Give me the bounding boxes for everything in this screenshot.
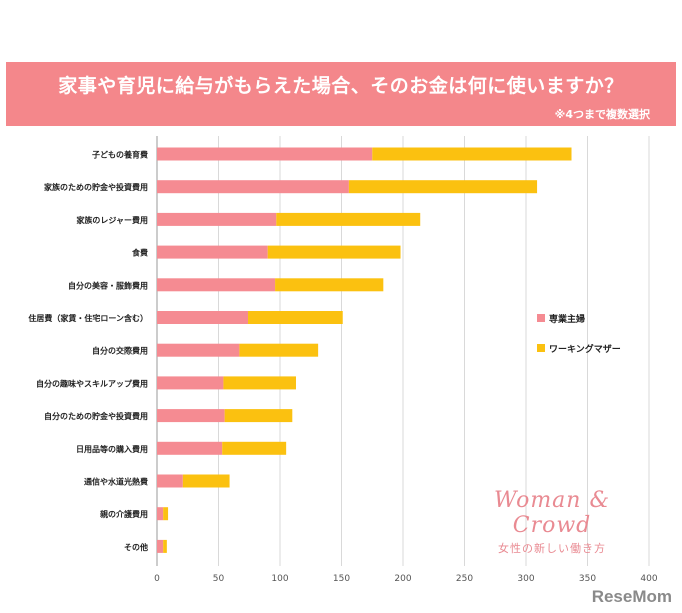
- title-banner: 家事や育児に給与がもらえた場合、そのお金は何に使いますか？ ※4つまで複数選択: [6, 62, 676, 126]
- bar-working-mother: [348, 180, 538, 194]
- category-label: その他: [124, 542, 148, 552]
- category-label: 自分の趣味やスキルアップ費用: [36, 378, 148, 388]
- brand-tagline: 女性の新しい働き方: [498, 542, 606, 555]
- bar-working-mother: [222, 441, 287, 455]
- bar-housewife: [157, 409, 225, 423]
- bar-working-mother: [163, 539, 167, 553]
- category-label: 自分のための貯金や投資費用: [44, 411, 148, 421]
- bar-housewife: [157, 474, 183, 488]
- bar-working-mother: [267, 245, 401, 259]
- x-tick-label: 200: [394, 574, 411, 584]
- x-tick-label: 0: [154, 574, 160, 584]
- brand-logo: Woman & Crowd 女性の新しい働き方: [462, 488, 642, 556]
- legend-label: ワーキングマザー: [549, 343, 621, 355]
- chart-title: 家事や育児に給与がもらえた場合、そのお金は何に使いますか？: [58, 75, 624, 97]
- bar-working-mother: [223, 376, 296, 390]
- bar-housewife: [157, 343, 240, 357]
- legend-swatch: [537, 314, 545, 322]
- bar-working-mother: [182, 474, 230, 488]
- category-label: 自分の美容・服飾費用: [68, 280, 148, 290]
- x-tick-label: 300: [517, 574, 534, 584]
- category-label: 家族のための貯金や投資費用: [44, 182, 148, 192]
- bar-housewife: [157, 212, 277, 226]
- bar-housewife: [157, 311, 249, 324]
- bar-housewife: [157, 147, 373, 161]
- bar-working-mother: [276, 212, 421, 226]
- bar-housewife: [157, 245, 268, 259]
- category-label: 子どもの養育費: [92, 150, 148, 160]
- category-label: 家族のレジャー費用: [76, 215, 148, 225]
- watermark: ReseMom: [591, 587, 672, 606]
- brand-name: Woman & Crowd: [493, 488, 611, 538]
- category-label: 日用品等の購入費用: [76, 444, 148, 454]
- bar-working-mother: [239, 343, 319, 357]
- bar-working-mother: [275, 278, 384, 292]
- category-label: 親の介護費用: [100, 509, 148, 519]
- category-label: 住居費（家賃・住宅ローン含む）: [28, 313, 148, 323]
- bar-working-mother: [163, 507, 169, 521]
- category-label: 自分の交際費用: [92, 346, 148, 356]
- legend-swatch: [537, 344, 545, 352]
- selection-note: ※4つまで複数選択: [554, 108, 650, 121]
- bar-housewife: [157, 180, 349, 194]
- bar-housewife: [157, 376, 224, 390]
- x-tick-label: 250: [456, 574, 473, 584]
- bar-housewife: [157, 278, 276, 292]
- bar-working-mother: [248, 311, 343, 324]
- x-tick-label: 350: [579, 574, 596, 584]
- bar-housewife: [157, 441, 223, 455]
- category-label: 通信や水道光熱費: [84, 477, 148, 487]
- x-tick-label: 400: [640, 574, 657, 584]
- bar-working-mother: [372, 147, 572, 161]
- bar-housewife: [157, 539, 164, 553]
- legend-label: 専業主婦: [549, 313, 585, 325]
- category-label: 食費: [132, 248, 148, 258]
- x-tick-label: 50: [213, 574, 225, 584]
- bar-working-mother: [224, 409, 293, 423]
- x-tick-label: 100: [271, 574, 288, 584]
- bar-housewife: [157, 507, 164, 521]
- x-tick-label: 150: [333, 574, 350, 584]
